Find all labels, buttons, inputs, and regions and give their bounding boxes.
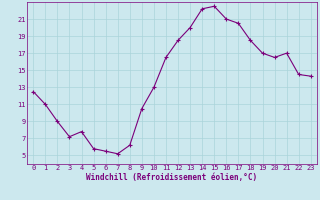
- X-axis label: Windchill (Refroidissement éolien,°C): Windchill (Refroidissement éolien,°C): [86, 173, 258, 182]
